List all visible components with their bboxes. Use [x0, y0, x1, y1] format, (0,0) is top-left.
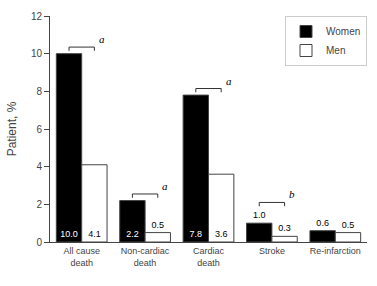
svg-text:Stroke: Stroke: [259, 246, 285, 256]
svg-text:2: 2: [36, 199, 42, 210]
svg-text:2.2: 2.2: [126, 229, 139, 239]
svg-text:6: 6: [36, 124, 42, 135]
svg-text:Men: Men: [326, 45, 345, 56]
svg-text:10: 10: [31, 48, 43, 59]
svg-text:Women: Women: [326, 26, 360, 37]
svg-text:Re-infarction: Re-infarction: [310, 246, 361, 256]
svg-text:0: 0: [36, 237, 42, 248]
svg-text:Cardiacdeath: Cardiacdeath: [193, 246, 225, 268]
svg-text:a: a: [99, 33, 105, 45]
svg-text:3.6: 3.6: [215, 229, 228, 239]
svg-text:4: 4: [36, 161, 42, 172]
svg-text:10.0: 10.0: [60, 229, 78, 239]
svg-text:0.3: 0.3: [278, 223, 291, 233]
svg-text:a: a: [226, 75, 232, 87]
svg-text:4.1: 4.1: [88, 229, 101, 239]
svg-text:0.5: 0.5: [152, 220, 165, 230]
svg-text:12: 12: [31, 11, 43, 22]
svg-text:8: 8: [36, 86, 42, 97]
svg-text:1.0: 1.0: [253, 210, 266, 220]
svg-text:b: b: [289, 188, 295, 200]
svg-text:All causedeath: All causedeath: [63, 246, 100, 268]
svg-text:Patient, %: Patient, %: [5, 101, 19, 156]
svg-text:Non-cardiacdeath: Non-cardiacdeath: [121, 246, 170, 268]
svg-text:7.8: 7.8: [190, 229, 203, 239]
svg-text:0.5: 0.5: [342, 220, 355, 230]
svg-text:a: a: [162, 180, 168, 192]
svg-text:0.6: 0.6: [316, 218, 329, 228]
